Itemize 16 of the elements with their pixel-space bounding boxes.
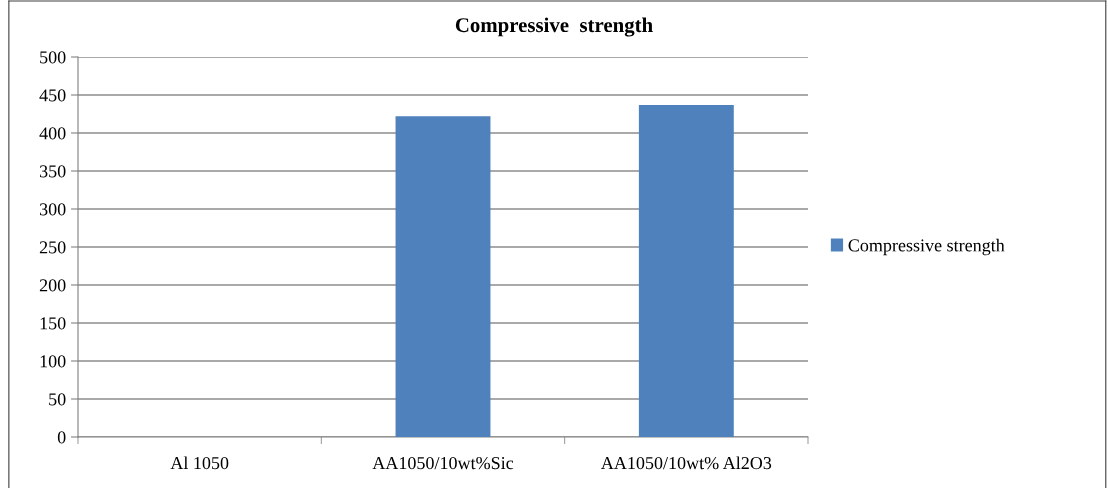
y-tick-label: 250 bbox=[39, 241, 66, 254]
y-tick-label: 400 bbox=[39, 127, 66, 140]
chart-title: Compressive strength bbox=[455, 17, 653, 37]
y-tick-label: 150 bbox=[40, 317, 66, 330]
y-tick-label: 350 bbox=[39, 165, 66, 178]
x-tick-label: AA1050/10wt%Sic bbox=[372, 456, 514, 470]
y-tick-label: 100 bbox=[40, 355, 66, 368]
y-tick-label: 50 bbox=[49, 393, 66, 406]
x-tick-label: AA1050/10wt% Al2O3 bbox=[601, 456, 772, 470]
legend-label: Compressive strength bbox=[848, 238, 1005, 256]
y-tick-label: 200 bbox=[39, 279, 66, 292]
y-tick-label: 300 bbox=[39, 203, 66, 216]
y-tick-label: 0 bbox=[57, 431, 66, 444]
y-tick-label: 500 bbox=[40, 51, 66, 64]
y-tick-label: 450 bbox=[39, 89, 66, 102]
x-tick-label: Al 1050 bbox=[170, 456, 229, 470]
